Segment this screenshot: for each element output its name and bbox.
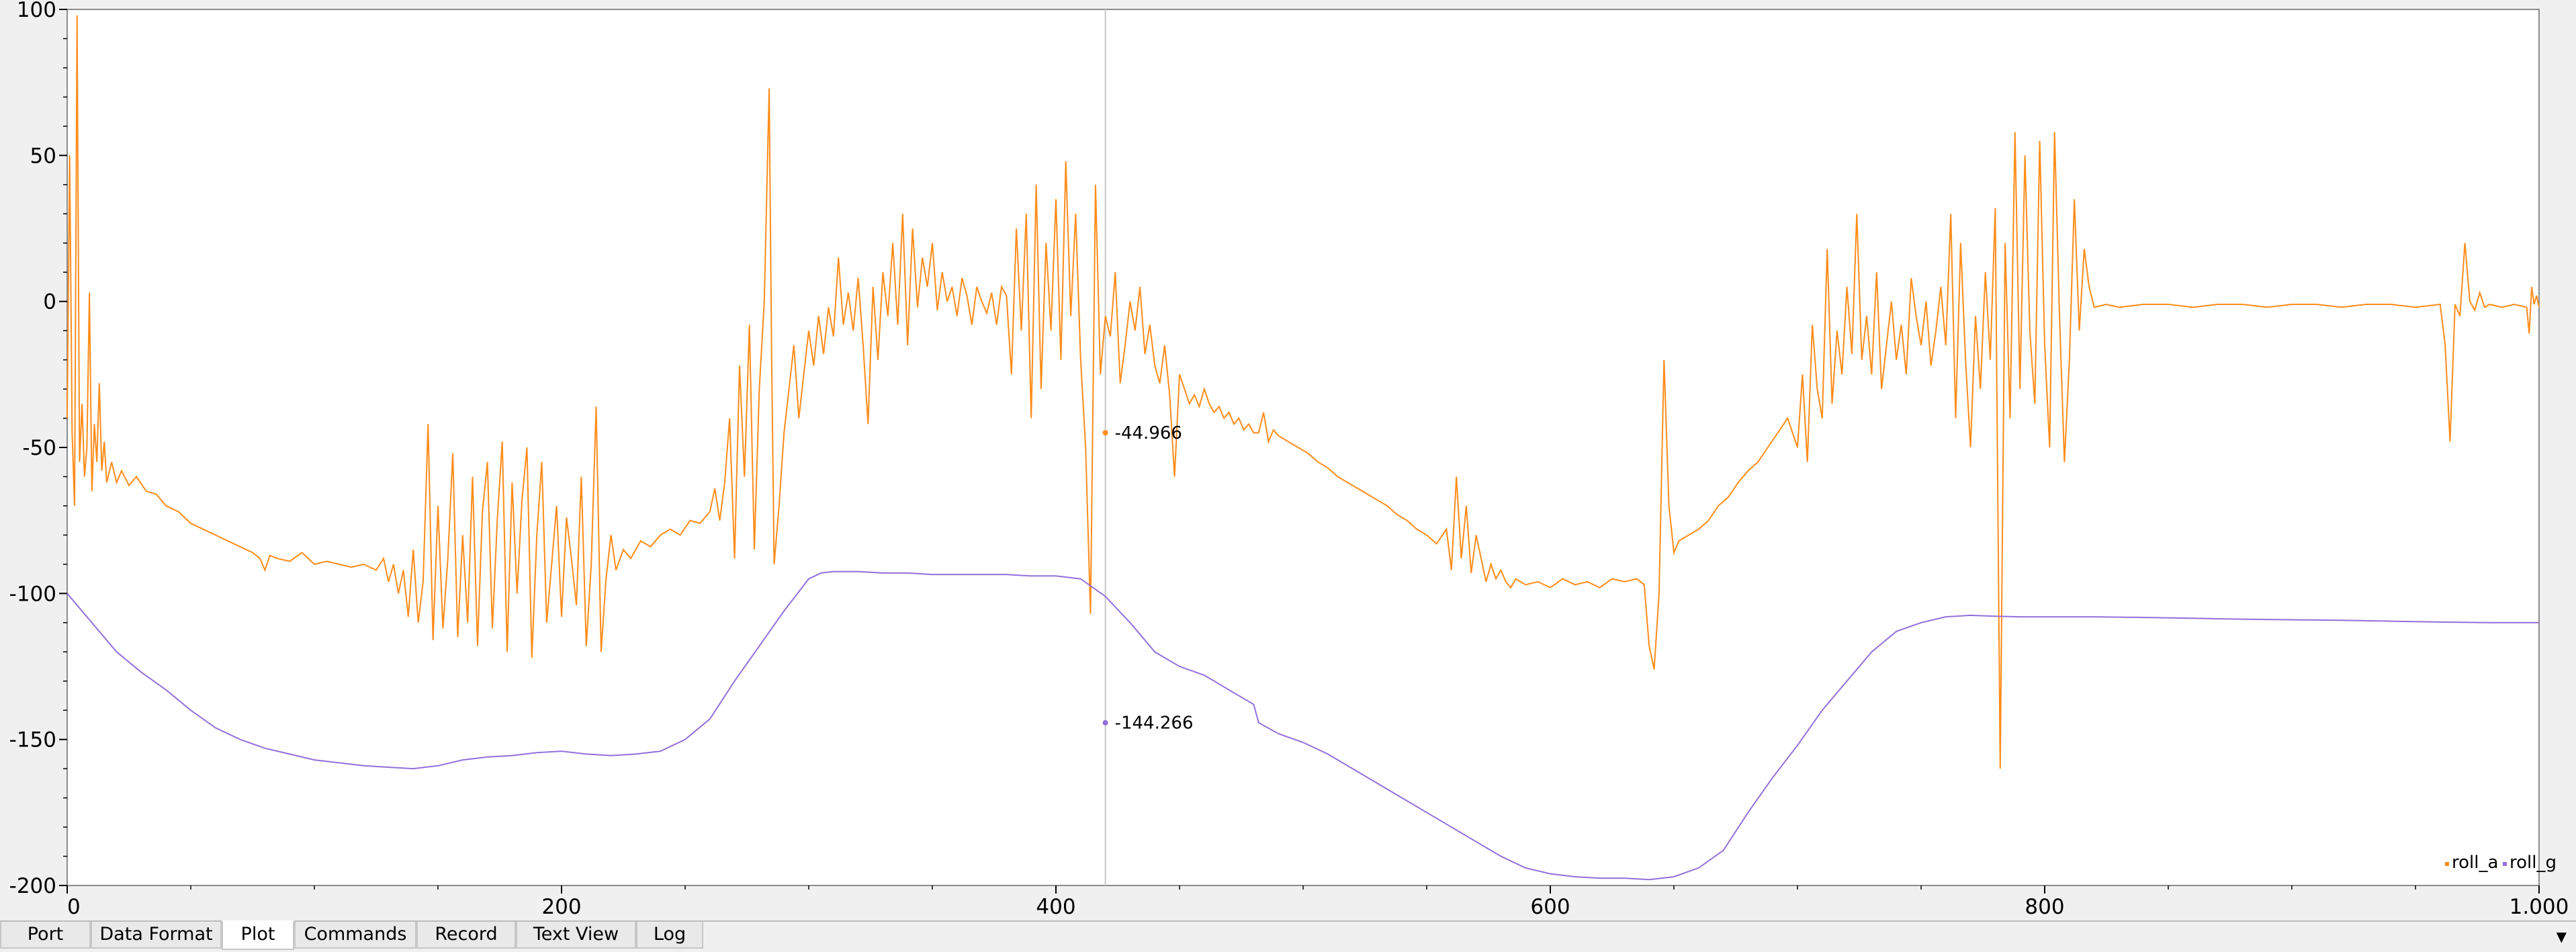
plot-area[interactable]: 100 50 0 -50 -100 -150 -200 0 200 400 600 800 1.000 -…: [0, 0, 2576, 920]
y-tick-label: -200: [9, 874, 56, 898]
y-tick-label: -150: [9, 728, 56, 752]
x-tick-label: 200: [541, 895, 581, 919]
tab-record[interactable]: Record: [416, 922, 516, 949]
x-tick-label: 1.000: [2510, 895, 2569, 919]
x-tick-label: 400: [1036, 895, 1075, 919]
tracker-value-label-roll_a: -44.966: [1115, 423, 1182, 443]
line-chart[interactable]: 100 50 0 -50 -100 -150 -200 0 200 400 600 800 1.000 -…: [0, 0, 2576, 920]
y-tick-label: 0: [43, 290, 56, 314]
tracker-marker-roll_a: [1102, 430, 1108, 436]
tab-data-format[interactable]: Data Format: [91, 922, 222, 949]
tab-text-view[interactable]: Text View: [516, 922, 636, 949]
y-tick-label: -100: [9, 582, 56, 606]
dropdown-arrow-icon[interactable]: ▼: [2556, 928, 2567, 945]
x-tick-label: 0: [67, 895, 81, 919]
y-tick-label: 50: [30, 144, 56, 168]
tracker-value-label-roll_g: -144.266: [1115, 713, 1194, 734]
y-tick-label: -50: [22, 436, 56, 460]
x-tick-label: 800: [2025, 895, 2064, 919]
series-line-roll_g: [66, 570, 2539, 881]
legend-swatch-roll_g: [2503, 862, 2507, 866]
tab-bar: Port Data Format Plot Commands Record Te…: [0, 920, 2576, 952]
legend-label-roll_a: roll_a: [2452, 853, 2498, 873]
legend-label-roll_g: roll_g: [2510, 853, 2557, 873]
y-tick-label: 100: [17, 0, 56, 22]
plot-canvas: [66, 9, 2540, 886]
tab-log[interactable]: Log: [636, 922, 703, 949]
tab-port[interactable]: Port: [0, 922, 91, 949]
x-tick-label: 600: [1530, 895, 1570, 919]
tracker-marker-roll_g: [1102, 720, 1108, 726]
tab-commands[interactable]: Commands: [294, 922, 416, 949]
tab-plot[interactable]: Plot: [222, 920, 294, 950]
series-line-roll_a: [66, 15, 2540, 769]
legend-swatch-roll_a: [2445, 862, 2449, 866]
